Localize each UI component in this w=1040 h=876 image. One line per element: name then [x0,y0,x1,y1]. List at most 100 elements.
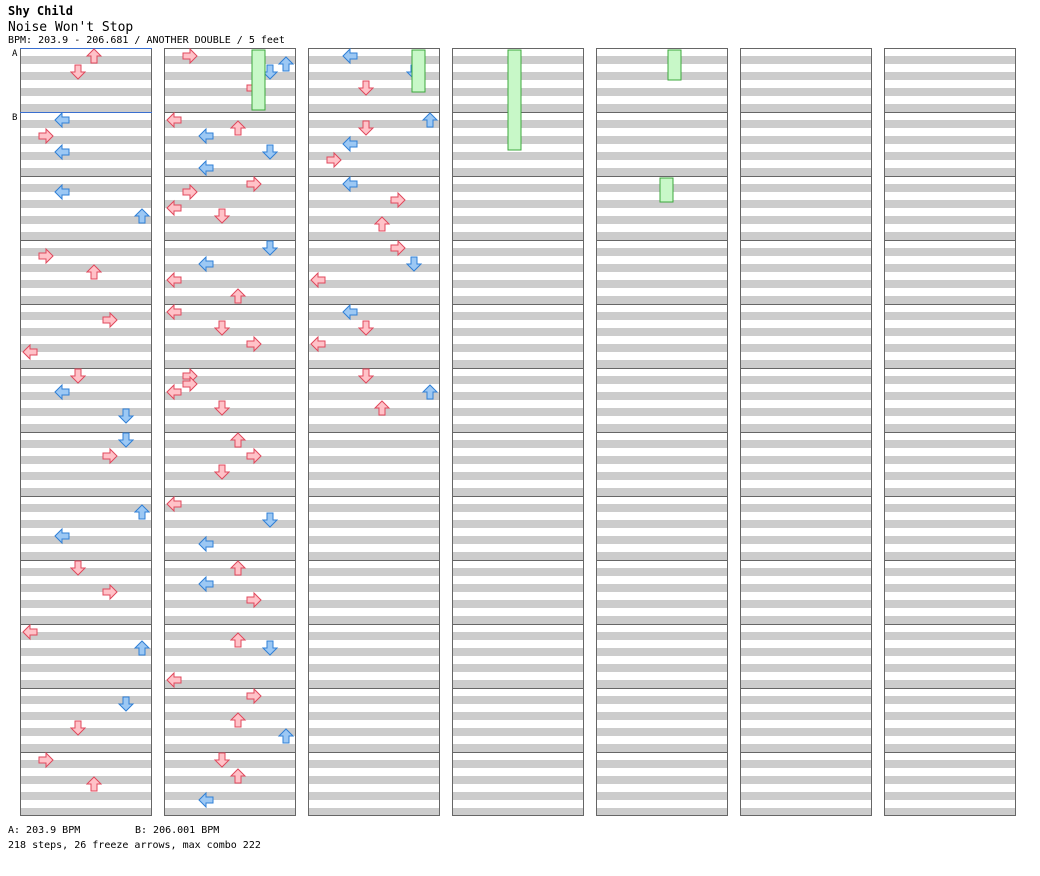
step-arrow-right [246,447,262,465]
step-arrow-up [133,504,151,520]
step-arrow-up [229,432,247,448]
chart-column [884,48,1016,816]
step-arrow-left [342,175,358,193]
step-arrow-down [117,432,135,448]
step-arrow-down [261,144,279,160]
step-arrow-up [229,560,247,576]
step-arrow-down [357,320,375,336]
bpm-marker-b: B [12,113,18,123]
freeze-arrow [411,49,426,93]
step-arrow-up [421,384,439,400]
step-arrow-up [373,400,391,416]
step-arrow-up [277,728,295,744]
chart-column [596,48,728,816]
step-arrow-up [85,264,103,280]
step-arrow-up [133,640,151,656]
step-arrow-right [246,175,262,193]
step-arrow-down [213,464,231,480]
step-arrow-down [357,368,375,384]
step-arrow-left [22,623,38,641]
step-arrow-left [198,575,214,593]
chart-info: BPM: 203.9 - 206.681 / ANOTHER DOUBLE / … [8,35,285,46]
step-arrow-down [261,240,279,256]
step-arrow-down [117,408,135,424]
step-arrow-right [246,335,262,353]
step-arrow-left [198,255,214,273]
step-arrow-up [277,56,295,72]
step-arrow-right [182,183,198,201]
bpm-a-label: A: 203.9 BPM [8,825,81,836]
song-title: Noise Won't Stop [8,20,134,35]
step-arrow-left [166,495,182,513]
step-arrow-left [310,335,326,353]
step-arrow-left [22,343,38,361]
step-arrow-up [85,48,103,64]
song-artist: Shy Child [8,4,74,18]
step-arrow-right [390,239,406,257]
step-arrow-left [198,535,214,553]
step-arrow-up [229,632,247,648]
bpm-marker-a: A [12,49,18,59]
step-arrow-up [133,208,151,224]
step-arrow-up [229,120,247,136]
step-arrow-down [357,80,375,96]
step-arrow-down [213,208,231,224]
step-arrow-down [357,120,375,136]
freeze-arrow [667,49,682,81]
step-arrow-left [198,159,214,177]
step-arrow-right [246,687,262,705]
step-arrow-down [117,696,135,712]
bpm-b-label: B: 206.001 BPM [135,825,220,836]
step-arrow-up [85,776,103,792]
step-arrow-left [54,111,70,129]
step-arrow-left [54,527,70,545]
step-arrow-right [246,591,262,609]
step-arrow-up [229,712,247,728]
step-arrow-down [213,752,231,768]
chart-column [20,48,152,816]
step-arrow-right [38,127,54,145]
step-arrow-right [326,151,342,169]
step-arrow-right [102,311,118,329]
step-arrow-down [405,256,423,272]
step-arrow-left [166,383,182,401]
step-arrow-up [373,216,391,232]
step-arrow-down [213,320,231,336]
step-arrow-down [261,512,279,528]
step-arrow-left [54,383,70,401]
chart-column [164,48,296,816]
step-arrow-left [198,791,214,809]
step-arrow-down [69,64,87,80]
freeze-arrow [659,177,674,203]
step-arrow-down [213,400,231,416]
chart-column [740,48,872,816]
step-arrow-right [182,375,198,393]
chart-column [308,48,440,816]
step-arrow-right [102,583,118,601]
step-arrow-left [54,183,70,201]
bpm-legend: A: 203.9 BPM B: 206.001 BPM [8,825,219,836]
step-arrow-left [166,671,182,689]
chart-stats: 218 steps, 26 freeze arrows, max combo 2… [8,840,261,851]
chart-column [452,48,584,816]
freeze-arrow [507,49,522,151]
step-arrow-right [102,447,118,465]
step-arrow-down [69,560,87,576]
step-arrow-left [342,135,358,153]
step-arrow-left [166,199,182,217]
step-arrow-down [261,640,279,656]
step-arrow-up [421,112,439,128]
step-arrow-right [182,47,198,65]
step-arrow-left [166,303,182,321]
step-arrow-right [38,247,54,265]
step-arrow-right [390,191,406,209]
step-arrow-down [69,368,87,384]
step-arrow-left [166,271,182,289]
step-arrow-left [342,303,358,321]
freeze-arrow [251,49,266,111]
step-arrow-down [69,720,87,736]
step-arrow-up [229,768,247,784]
step-arrow-up [229,288,247,304]
step-arrow-left [198,127,214,145]
